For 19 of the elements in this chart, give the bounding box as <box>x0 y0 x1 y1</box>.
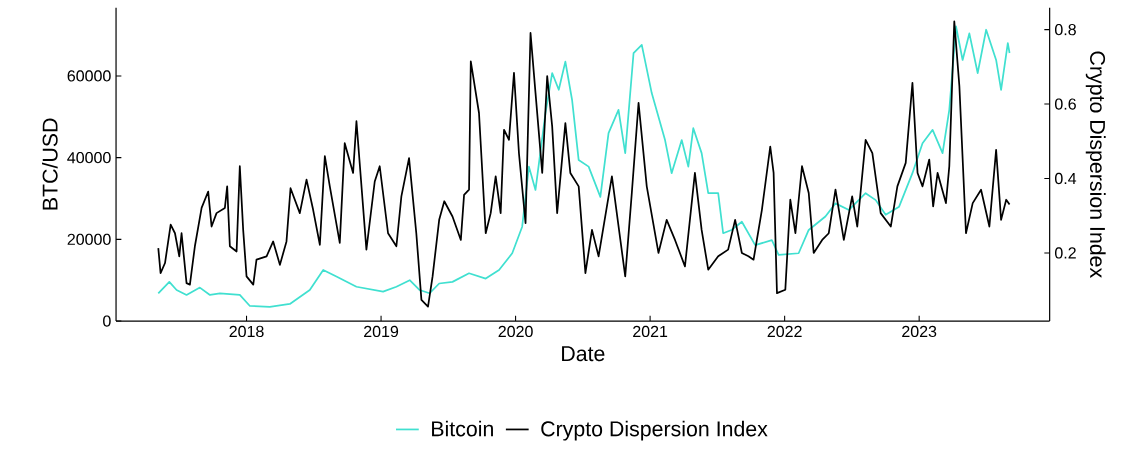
y-tick-label: 40000 <box>67 151 111 164</box>
y-tick-label: 60000 <box>67 70 111 82</box>
y2-tick-label: 0.2 <box>1054 247 1076 259</box>
y-axis-title: BTC/USD <box>42 118 58 210</box>
y-tick-label: 20000 <box>67 233 111 245</box>
x-tick-label: 2022 <box>767 325 802 338</box>
x-tick-label: 2021 <box>633 325 668 338</box>
x-axis-title: Date <box>562 346 605 362</box>
x-tick-label: 2023 <box>902 325 937 338</box>
x-tick-label: 2019 <box>364 325 399 338</box>
x-tick-label: 2020 <box>498 325 533 338</box>
y2-tick-label: 0.4 <box>1054 172 1077 185</box>
legend-label: Crypto Dispersion Index <box>541 420 768 441</box>
legend-label: Bitcoin <box>432 420 493 437</box>
y2-tick-label: 0.8 <box>1054 23 1076 36</box>
y2-axis-title: Crypto Dispersion Index <box>1085 51 1106 278</box>
y2-tick-label: 0.6 <box>1054 98 1076 110</box>
y-tick-label: 0 <box>103 315 111 327</box>
x-tick-label: 2018 <box>229 325 264 338</box>
